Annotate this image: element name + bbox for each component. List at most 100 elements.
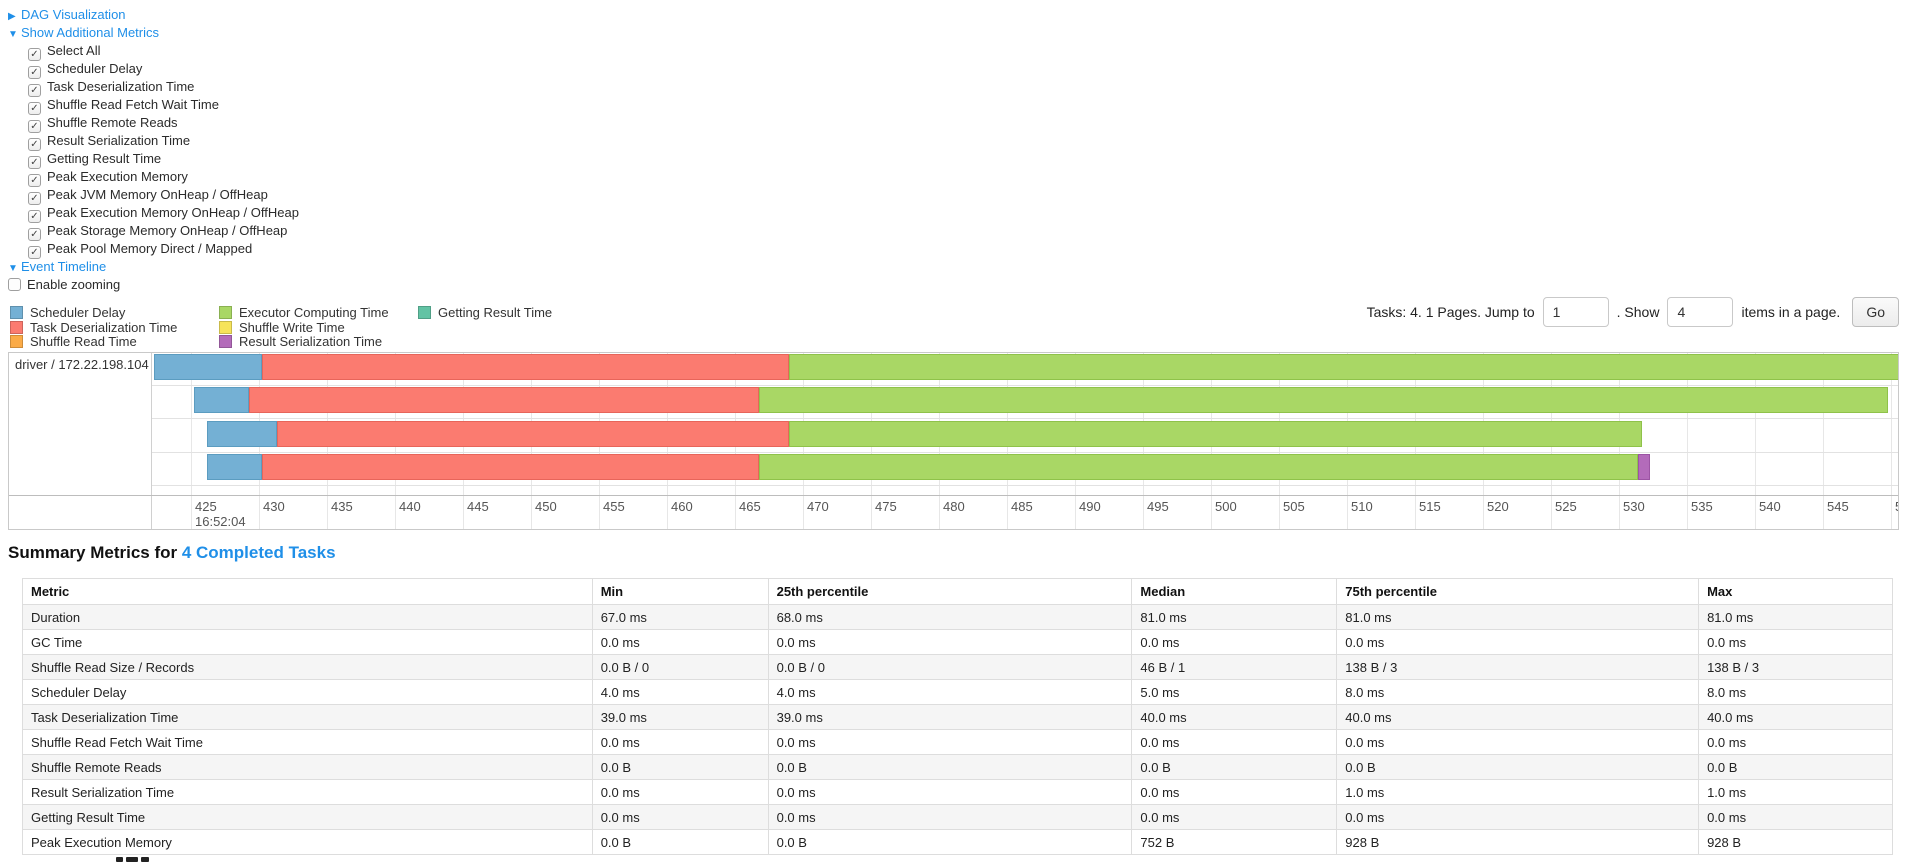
- axis-gridline: [1823, 353, 1824, 529]
- task-bar-segment-scheduler-delay[interactable]: [193, 387, 250, 413]
- table-cell: 0.0 ms: [1698, 804, 1893, 830]
- axis-tick-label: 455: [603, 499, 625, 514]
- metric-checkbox-label: Peak Execution Memory: [47, 169, 188, 184]
- table-cell: Task Deserialization Time: [22, 704, 593, 730]
- metric-checkbox[interactable]: ✓: [28, 138, 41, 151]
- go-button[interactable]: Go: [1852, 297, 1899, 327]
- metric-checkbox[interactable]: ✓: [28, 246, 41, 259]
- timeline-row-separator: [152, 485, 1898, 486]
- legend-swatch-icon: [418, 306, 431, 319]
- enable-zooming-checkbox[interactable]: [8, 278, 21, 291]
- legend-item: Shuffle Write Time: [219, 319, 404, 336]
- legend-swatch-icon: [10, 335, 23, 348]
- legend-label: Shuffle Write Time: [239, 319, 345, 335]
- table-cell: 0.0 ms: [767, 804, 1133, 830]
- table-row: Shuffle Read Fetch Wait Time 0.0 ms 0.0 ms…: [22, 729, 1893, 755]
- metric-checkbox[interactable]: ✓: [28, 210, 41, 223]
- task-bar-segment-result-serialization[interactable]: [1638, 454, 1651, 480]
- table-row: Scheduler Delay 4.0 ms 4.0 ms 5.0 ms 8.0 ms 8…: [22, 679, 1893, 705]
- metric-checkbox[interactable]: ✓: [28, 174, 41, 187]
- metric-checkbox-row: ✓ Scheduler Delay: [8, 60, 299, 79]
- metric-checkbox[interactable]: ✓: [28, 156, 41, 169]
- axis-tick-label: 480: [943, 499, 965, 514]
- pagination-suffix-text: items in a page.: [1741, 304, 1841, 320]
- axis-tick-label: 450: [535, 499, 557, 514]
- table-cell: GC Time: [22, 629, 593, 655]
- axis-gridline: [191, 353, 192, 529]
- table-cell: 0.0 ms: [767, 729, 1133, 755]
- legend-label: Getting Result Time: [438, 305, 553, 320]
- table-cell: 0.0 ms: [1336, 729, 1700, 755]
- items-per-page-input[interactable]: [1667, 297, 1734, 327]
- metric-checkbox-row: ✓ Getting Result Time: [8, 150, 299, 169]
- table-cell: 0.0 ms: [1131, 804, 1338, 830]
- axis-tick-label: 525: [1555, 499, 1577, 514]
- task-bar-segment-executor-computing[interactable]: [759, 454, 1639, 480]
- completed-tasks-link[interactable]: 4 Completed Tasks: [181, 543, 336, 562]
- show-additional-metrics-toggle[interactable]: ▼ Show Additional Metrics: [8, 24, 299, 42]
- task-bar-segment-executor-computing[interactable]: [789, 421, 1643, 447]
- metric-checkbox[interactable]: ✓: [28, 84, 41, 97]
- timeline-plot-area: 16:52:04 425 430 435 440 445 450 455 460 465 470 4…: [152, 353, 1898, 529]
- collapsed-arrow-icon: ▶: [8, 11, 16, 22]
- legend-swatch-icon: [10, 320, 23, 334]
- task-bar-segment-task-deserialization[interactable]: [249, 387, 760, 413]
- task-bar-segment-scheduler-delay[interactable]: [154, 354, 262, 380]
- metric-checkbox-row: ✓ Peak Storage Memory OnHeap / OffHeap: [8, 222, 299, 241]
- legend-column: Executor Computing Time Shuffle Write Tim…: [219, 306, 404, 350]
- timeline-group-column: driver / 172.22.198.104: [9, 353, 152, 529]
- dag-visualization-toggle[interactable]: ▶ DAG Visualization: [8, 6, 299, 24]
- metric-checkbox[interactable]: ✓: [28, 48, 41, 61]
- metric-checkbox[interactable]: ✓: [28, 66, 41, 79]
- metric-checkbox[interactable]: ✓: [28, 192, 41, 205]
- metric-checkbox-label: Result Serialization Time: [47, 133, 191, 148]
- task-bar-segment-executor-computing[interactable]: [789, 354, 1898, 380]
- jump-to-page-input[interactable]: [1542, 297, 1609, 327]
- metric-checkbox[interactable]: ✓: [28, 102, 41, 115]
- axis-tick-label: 495: [1147, 499, 1169, 514]
- timeline-group-label: driver / 172.22.198.104: [15, 357, 149, 372]
- timeline-row-separator: [152, 384, 1898, 386]
- table-cell: 0.0 ms: [1336, 804, 1700, 830]
- task-bar-segment-scheduler-delay[interactable]: [207, 421, 277, 447]
- legend-label: Executor Computing Time: [239, 305, 389, 320]
- axis-gridline: [1891, 353, 1892, 529]
- task-bar-segment-task-deserialization[interactable]: [261, 454, 760, 480]
- dag-visualization-label: DAG Visualization: [21, 7, 126, 22]
- table-column-header: 25th percentile: [767, 578, 1133, 605]
- metric-checkbox-label: Scheduler Delay: [47, 61, 143, 76]
- table-cell: 1.0 ms: [1698, 779, 1893, 805]
- task-bar-segment-executor-computing[interactable]: [759, 387, 1889, 413]
- top-controls: ▶ DAG Visualization ▼ Show Additional Metr…: [8, 6, 299, 294]
- metric-checkbox-label: Peak Pool Memory Direct / Mapped: [47, 241, 253, 256]
- axis-tick-label: 425: [195, 499, 217, 514]
- table-cell: 39.0 ms: [591, 704, 769, 730]
- table-cell: 0.0 B: [1336, 754, 1700, 780]
- table-cell: Scheduler Delay: [22, 679, 593, 705]
- pagination-show-text: . Show: [1616, 304, 1660, 320]
- legend-label: Shuffle Read Time: [30, 334, 137, 349]
- task-bar-segment-task-deserialization[interactable]: [276, 421, 790, 447]
- summary-metrics-table: Metric Min 25th percentile Median 75th perce…: [22, 578, 1893, 855]
- metric-checkbox[interactable]: ✓: [28, 228, 41, 241]
- table-cell: 81.0 ms: [1698, 604, 1893, 630]
- table-cell: 0.0 B: [591, 829, 769, 855]
- table-cell: Duration: [22, 604, 593, 630]
- summary-heading-prefix: Summary Metrics for: [8, 543, 182, 562]
- axis-tick-label: 470: [807, 499, 829, 514]
- metric-checkbox[interactable]: ✓: [28, 120, 41, 133]
- task-bar-segment-task-deserialization[interactable]: [261, 354, 790, 380]
- table-cell: 0.0 ms: [767, 779, 1133, 805]
- table-cell: 0.0 ms: [1698, 729, 1893, 755]
- task-bar-segment-scheduler-delay[interactable]: [207, 454, 262, 480]
- event-timeline-toggle[interactable]: ▼ Event Timeline: [8, 258, 299, 276]
- metric-checkbox-row: ✓ Peak Execution Memory: [8, 168, 299, 187]
- axis-tick-label: 445: [467, 499, 489, 514]
- table-cell: Getting Result Time: [22, 804, 593, 830]
- expanded-arrow-icon: ▼: [8, 263, 18, 274]
- table-cell: Shuffle Remote Reads: [22, 754, 593, 780]
- task-pagination: Tasks: 4. 1 Pages. Jump to . Show items …: [1363, 296, 1899, 328]
- metric-checkbox-row: ✓ Peak Pool Memory Direct / Mapped: [8, 240, 299, 259]
- expanded-arrow-icon: ▼: [8, 29, 18, 40]
- axis-tick-label: 540: [1759, 499, 1781, 514]
